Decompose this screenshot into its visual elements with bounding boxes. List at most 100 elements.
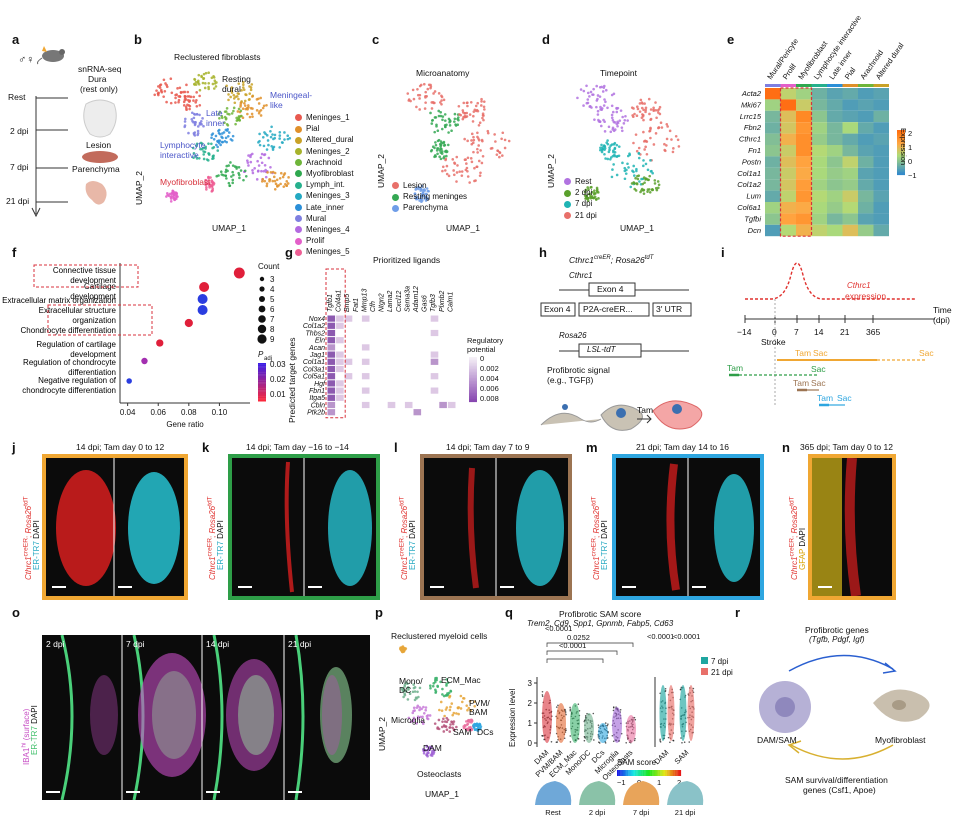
umap-point <box>456 164 459 167</box>
heatmap-cell <box>780 190 796 202</box>
umap-point <box>225 129 229 132</box>
umap-point <box>227 131 231 134</box>
umap-point <box>422 705 425 709</box>
umap-point <box>476 101 480 105</box>
panel-label: i <box>721 245 725 260</box>
umap-point <box>466 708 469 712</box>
umap-point <box>240 114 243 118</box>
umap-point <box>457 116 460 119</box>
heatmap-cell <box>327 329 336 337</box>
tick-label: 14 <box>814 327 824 337</box>
umap-point <box>493 133 496 136</box>
timepoint-label: 14 dpi <box>206 639 230 649</box>
umap-point <box>190 117 194 121</box>
umap-point <box>237 173 241 177</box>
column-color-bar <box>873 84 889 87</box>
umap-point <box>598 120 602 123</box>
umap-point <box>239 101 243 105</box>
heatmap-cell <box>344 315 353 322</box>
umap-point <box>654 108 658 112</box>
annotation: Meningeal-like <box>270 90 313 110</box>
umap-point <box>473 108 477 112</box>
umap-point <box>214 134 218 138</box>
umap-point <box>473 704 477 708</box>
umap-point <box>162 78 166 82</box>
spatial-label: 7 dpi <box>633 808 650 817</box>
umap-point <box>259 114 263 117</box>
heatmap-cell <box>327 365 336 373</box>
legend-entry: Meninges_1 <box>295 112 354 123</box>
umap-point <box>193 123 197 127</box>
legend-entry: Lesion <box>392 180 467 191</box>
umap-point <box>249 88 253 92</box>
umap-point <box>663 142 666 146</box>
heatmap-cell <box>827 145 843 157</box>
umap-point <box>471 141 475 145</box>
umap-point <box>459 707 463 710</box>
annotation: Late inner <box>206 108 225 128</box>
umap-point <box>265 103 268 107</box>
heatmap-cell <box>858 224 874 237</box>
umap-point <box>265 134 269 137</box>
umap-point <box>671 150 675 154</box>
heatmap-cell <box>765 179 781 191</box>
umap-point <box>169 101 173 105</box>
legend-swatch <box>564 178 571 186</box>
cell-point <box>683 741 686 743</box>
umap-point <box>260 161 264 165</box>
umap-point <box>440 102 443 106</box>
legend-entry: Meninges_3 <box>295 190 354 201</box>
cell-point <box>541 695 544 698</box>
umap-point <box>183 90 187 94</box>
enrichment-dot <box>141 357 148 365</box>
umap-point <box>247 98 251 101</box>
umap-point <box>174 96 177 100</box>
umap-point <box>623 119 627 122</box>
umap-point <box>267 143 270 147</box>
umap-point <box>612 129 616 133</box>
umap-point <box>222 173 225 177</box>
count-tick: 3 <box>270 275 275 284</box>
legend-swatch <box>392 204 399 212</box>
umap-point <box>477 124 481 127</box>
dura-label: Dura <box>88 74 107 84</box>
umap-point <box>207 87 210 91</box>
umap-point <box>443 123 447 127</box>
umap-point <box>437 109 441 113</box>
umap-point <box>236 92 240 95</box>
umap-point <box>225 164 229 168</box>
umap-point <box>194 101 197 104</box>
umap-point <box>204 82 207 85</box>
heatmap-cell <box>796 179 812 191</box>
umap-point <box>611 110 615 114</box>
umap-point <box>278 137 281 140</box>
umap-point <box>599 146 602 150</box>
umap-point <box>447 174 451 178</box>
enrichment-dot <box>197 294 208 304</box>
umap-point <box>633 182 637 185</box>
umap-point <box>204 182 207 186</box>
umap-point <box>262 153 266 157</box>
scale-bar <box>500 586 514 588</box>
umap-point <box>218 139 222 143</box>
umap-point <box>468 113 472 116</box>
umap-point <box>212 74 215 78</box>
umap-point <box>285 180 289 183</box>
violin <box>687 685 695 741</box>
heatmap-cell <box>336 322 344 329</box>
panel-label: o <box>12 605 20 620</box>
heatmap-cell <box>361 315 370 322</box>
term-label: Regulation of cartilage development <box>36 340 116 359</box>
umap-point <box>199 122 202 125</box>
x-axis-label: UMAP_1 <box>212 223 247 233</box>
umap-point <box>457 104 461 108</box>
size-key <box>258 315 266 323</box>
umap-point <box>260 180 264 183</box>
umap-point <box>198 94 201 98</box>
signal-example: (e.g., TGFβ) <box>547 375 594 385</box>
umap-point <box>220 140 224 144</box>
umap-point <box>237 107 241 111</box>
umap-point <box>627 166 630 169</box>
umap-point <box>249 155 252 159</box>
heatmap-cell <box>842 99 858 111</box>
